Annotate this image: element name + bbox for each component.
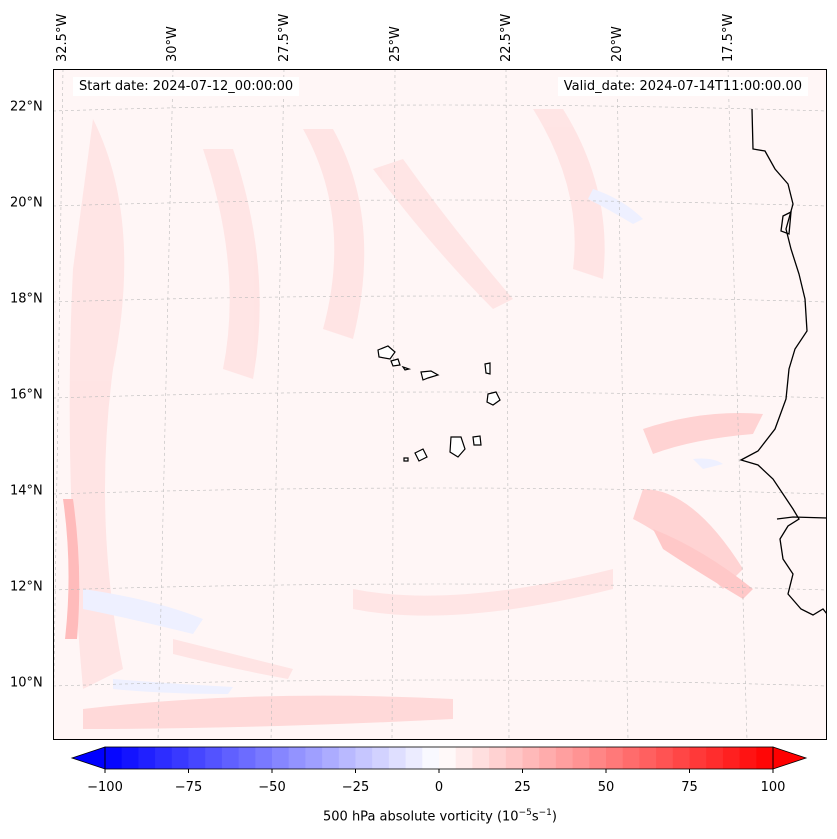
lon-label: 32.5°W — [55, 13, 70, 62]
lon-label: 30°W — [165, 26, 180, 62]
colorbar-label: 500 hPa absolute vorticity (10−5s−1) — [0, 808, 837, 824]
colorbar-bin — [155, 747, 173, 769]
lat-label: 20°N — [10, 195, 43, 211]
lon-label: 27.5°W — [277, 13, 292, 62]
colorbar-tick-label: 0 — [434, 780, 444, 795]
valid-date-label: Valid_date: 2024-07-14T11:00:00.00 — [557, 77, 808, 96]
colorbar-bin — [355, 747, 373, 769]
colorbar-tick-label: −50 — [258, 780, 286, 795]
colorbar-bin — [439, 747, 457, 769]
colorbar-bin — [372, 747, 390, 769]
colorbar-tick-label: −25 — [341, 780, 370, 795]
colorbar-bin — [739, 747, 757, 769]
start-date-label: Start date: 2024-07-12_00:00:00 — [73, 77, 300, 96]
lat-label: 22°N — [10, 99, 43, 115]
lon-label: 17.5°W — [721, 13, 736, 62]
colorbar-bin — [322, 747, 340, 769]
colorbar-bin — [756, 747, 774, 769]
colorbar-bin — [522, 747, 540, 769]
lat-label: 10°N — [10, 675, 43, 691]
colorbar-min-extend — [70, 746, 106, 770]
vorticity-field — [63, 109, 763, 729]
colorbar-bin — [622, 747, 640, 769]
graticule — [53, 69, 827, 740]
lat-label: 16°N — [10, 387, 43, 403]
colorbar-bin — [221, 747, 240, 769]
colorbar-bin — [238, 747, 256, 769]
colorbar-label-exp: −1 — [538, 808, 552, 818]
colorbar-bin — [121, 747, 139, 769]
colorbar-tick-label: 50 — [597, 780, 615, 795]
colorbar-bin — [589, 747, 607, 769]
lat-label: 12°N — [10, 579, 43, 595]
colorbar-tick-label: 75 — [681, 780, 698, 795]
colorbar-bin — [606, 747, 624, 769]
lon-label: 25°W — [388, 26, 403, 62]
colorbar-bin — [188, 747, 206, 769]
lat-label: 14°N — [10, 483, 43, 499]
colorbar-bin — [539, 747, 557, 769]
colorbar-tick-label: −100 — [87, 780, 123, 795]
colorbar-bin — [405, 747, 423, 769]
colorbar-bin — [422, 747, 440, 769]
colorbar-bin — [722, 747, 741, 769]
negative-vorticity-patches — [83, 189, 723, 694]
colorbar — [70, 746, 808, 773]
colorbar-label-exp: −5 — [518, 808, 532, 818]
colorbar-bin — [338, 747, 357, 769]
colorbar-bin — [689, 747, 707, 769]
colorbar-bin — [656, 747, 674, 769]
colorbar-bin — [489, 747, 507, 769]
colorbar-bin — [639, 747, 657, 769]
colorbar-label-end: ) — [551, 809, 557, 825]
field-background — [53, 69, 827, 740]
colorbar-max-extend — [772, 746, 808, 770]
colorbar-bin — [555, 747, 574, 769]
colorbar-bin — [255, 747, 273, 769]
colorbar-bin — [672, 747, 691, 769]
colorbar-label-text: 500 hPa absolute vorticity (10 — [323, 809, 519, 825]
colorbar-bin — [305, 747, 323, 769]
colorbar-tick-label: 100 — [760, 780, 786, 795]
map-plot-area[interactable] — [53, 69, 827, 740]
map-frame — [53, 69, 827, 740]
colorbar-tick-label: −75 — [174, 780, 203, 795]
lat-label: 18°N — [10, 291, 43, 307]
colorbar-bin — [505, 747, 524, 769]
colorbar-bin — [288, 747, 306, 769]
colorbar-bin — [105, 747, 123, 769]
colorbar-bin — [572, 747, 590, 769]
colorbar-bin — [472, 747, 490, 769]
cape-verde-islands — [377, 345, 501, 462]
colorbar-bin — [706, 747, 724, 769]
colorbar-label-unit: s — [531, 809, 539, 825]
colorbar-bin — [455, 747, 473, 769]
colorbar-bin — [205, 747, 223, 769]
coastline — [739, 108, 827, 616]
colorbar-bin — [171, 747, 190, 769]
colorbar-bin — [388, 747, 407, 769]
colorbar-tick-label: 25 — [514, 780, 531, 795]
lon-label: 22.5°W — [499, 13, 514, 62]
colorbar-bin — [138, 747, 156, 769]
colorbar-bin — [272, 747, 290, 769]
lon-label: 20°W — [610, 26, 625, 62]
